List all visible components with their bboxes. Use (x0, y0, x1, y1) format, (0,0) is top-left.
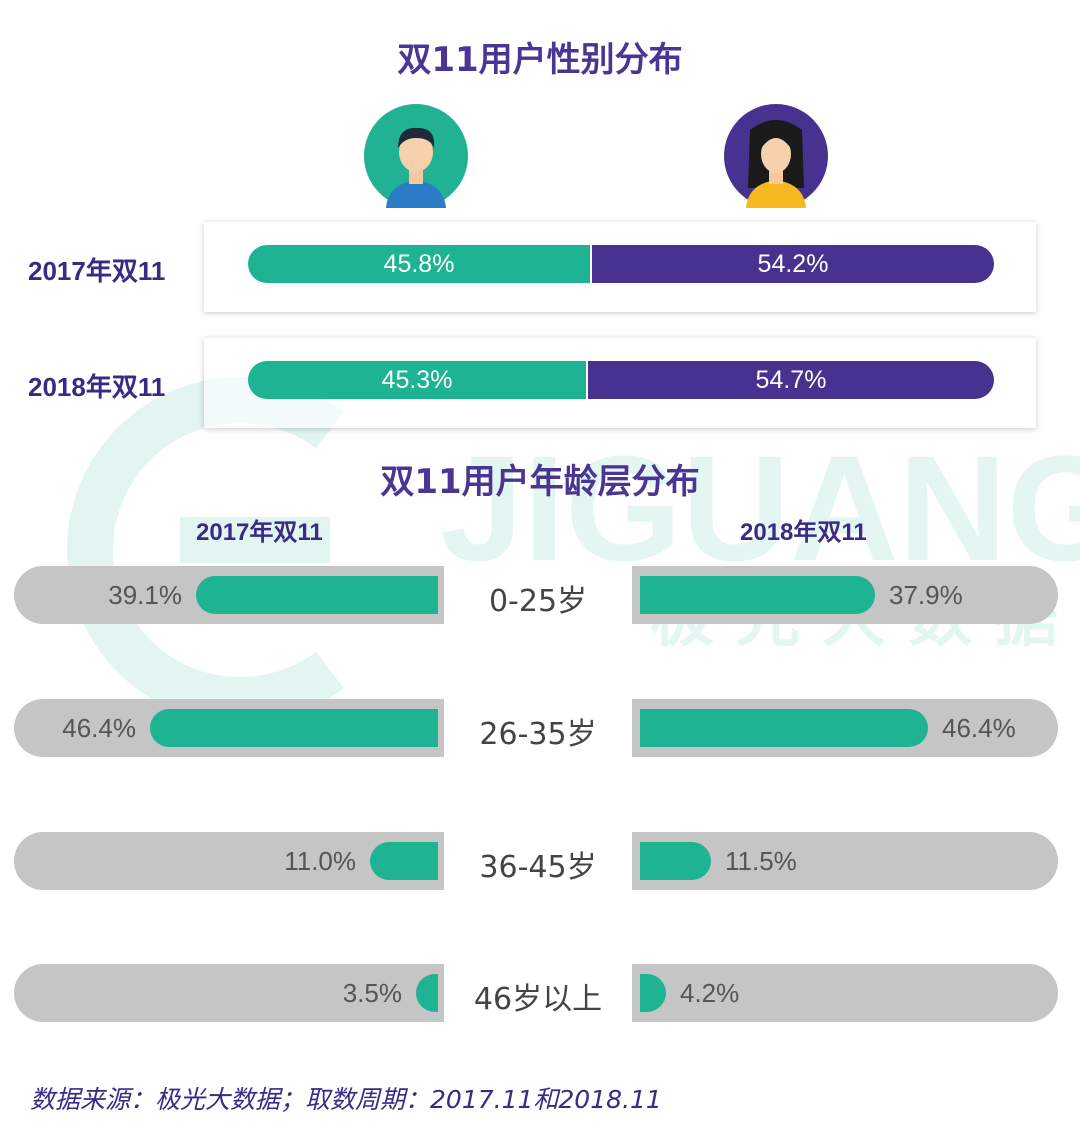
male-share-bar: 45.8% (248, 245, 590, 283)
age-track-2018: 4.2% (632, 964, 1058, 1022)
male-avatar-icon (364, 104, 468, 208)
gender-year-label: 2018年双11 (28, 372, 166, 402)
age-value-2017: 39.1% (108, 579, 182, 610)
age-group-label: 36-45岁 (479, 850, 597, 885)
male-share-bar: 45.3% (248, 361, 586, 399)
age-group-label: 46岁以上 (473, 982, 603, 1017)
age-track-2018: 37.9% (632, 566, 1058, 624)
age-value-2017: 3.5% (342, 977, 402, 1008)
age-value-2017: 11.0% (284, 845, 356, 876)
gender-bar-row: 45.8% 54.2% (204, 222, 1036, 312)
age-bar-2017 (196, 576, 438, 614)
gender-title: 双11用户性别分布 (397, 40, 683, 80)
female-avatar-icon (724, 104, 828, 208)
age-track-2017: 46.4% (14, 699, 444, 757)
age-group-label: 0-25岁 (488, 584, 588, 619)
age-track-2018: 46.4% (632, 699, 1058, 757)
age-col-2017: 2017年双11 (196, 519, 323, 546)
age-value-2017: 46.4% (62, 712, 136, 743)
age-value-2018: 37.9% (889, 579, 963, 610)
age-bar-2018 (640, 576, 875, 614)
age-col-2018: 2018年双11 (740, 519, 867, 546)
gender-bar-row: 45.3% 54.7% (204, 338, 1036, 428)
gender-year-label: 2017年双11 (28, 256, 166, 286)
female-share-bar: 54.7% (588, 361, 994, 399)
female-share-bar: 54.2% (592, 245, 994, 283)
age-bar-2017 (416, 974, 438, 1012)
data-source-footer: 数据来源：极光大数据；取数周期：2017.11和2018.11 (30, 1085, 662, 1114)
age-value-2018: 46.4% (942, 712, 1016, 743)
age-track-2018: 11.5% (632, 832, 1058, 890)
age-bar-2017 (370, 842, 438, 880)
age-track-2017: 3.5% (14, 964, 444, 1022)
age-value-2018: 4.2% (680, 977, 740, 1008)
age-group-label: 26-35岁 (479, 717, 597, 752)
age-track-2017: 39.1% (14, 566, 444, 624)
age-track-2017: 11.0% (14, 832, 444, 890)
age-bar-2018 (640, 974, 666, 1012)
age-value-2018: 11.5% (725, 845, 797, 876)
age-title: 双11用户年龄层分布 (380, 462, 700, 502)
age-bar-2018 (640, 709, 928, 747)
age-bar-2018 (640, 842, 711, 880)
age-bar-2017 (150, 709, 438, 747)
